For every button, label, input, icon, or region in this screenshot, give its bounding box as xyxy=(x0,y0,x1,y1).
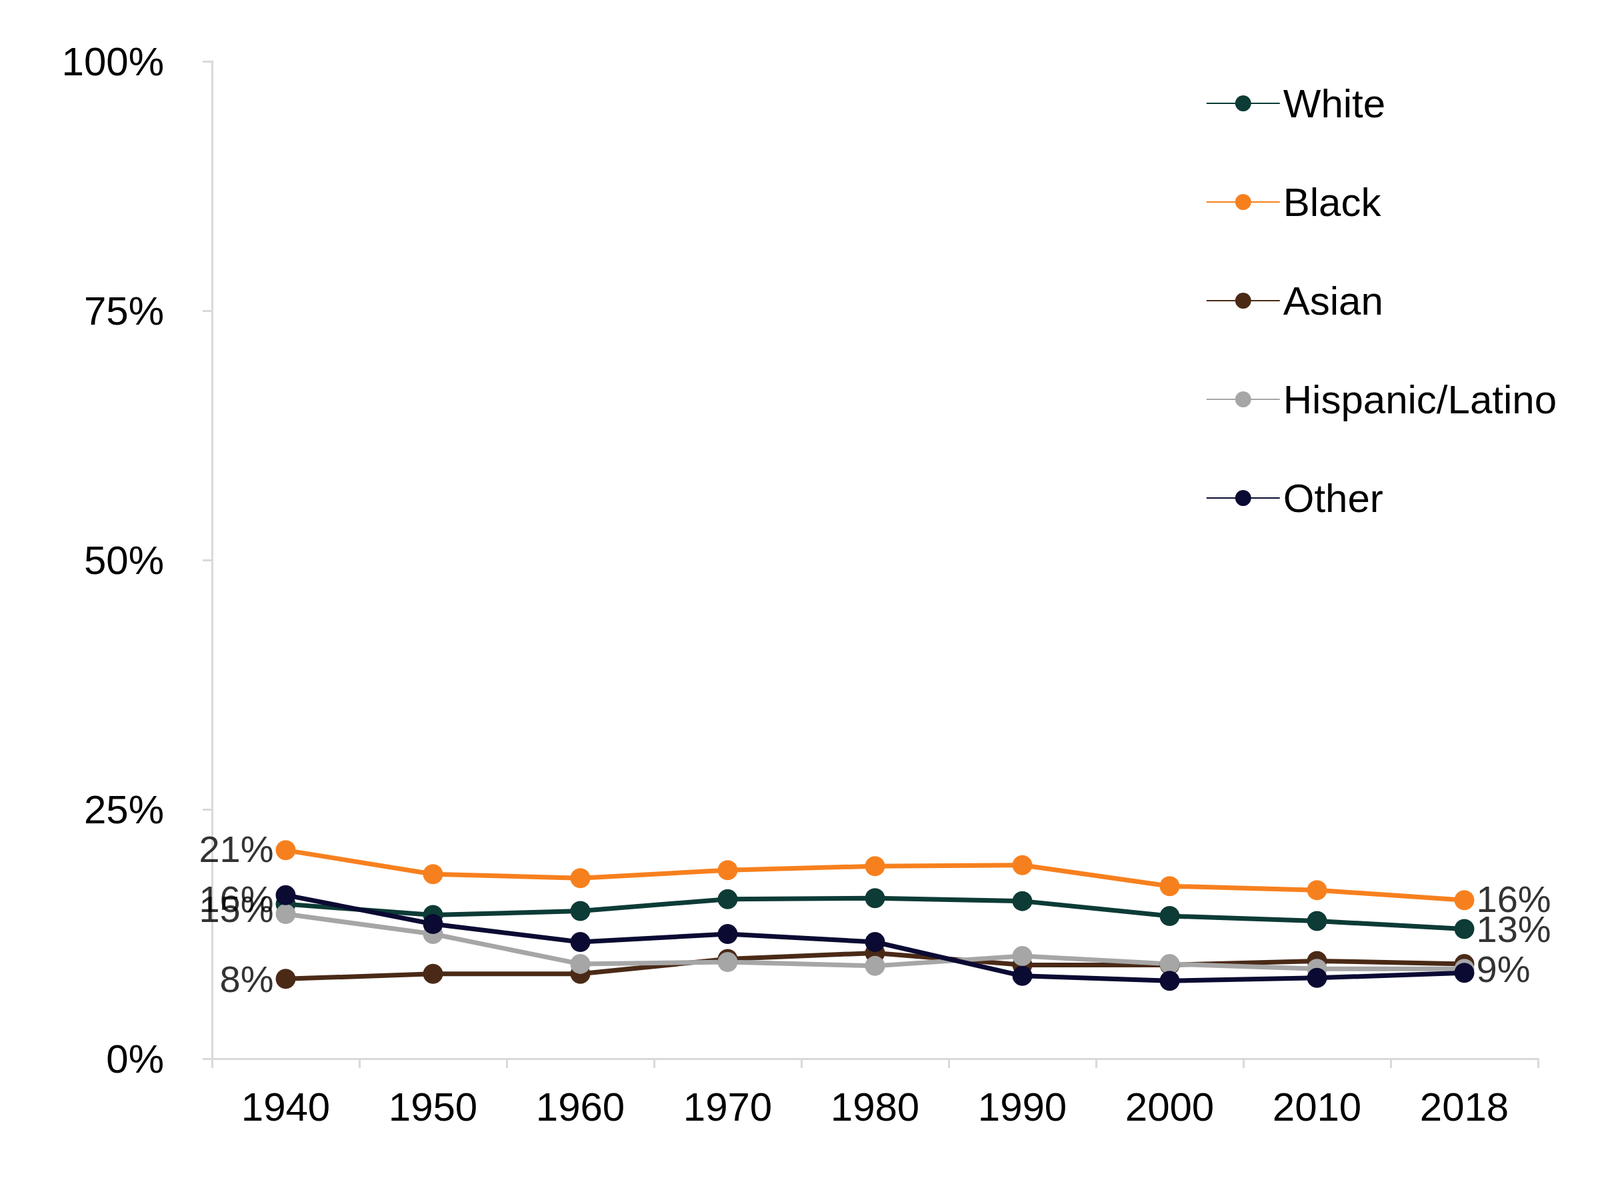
svg-text:13%: 13% xyxy=(1476,908,1552,950)
svg-text:8%: 8% xyxy=(220,958,274,1000)
svg-text:25%: 25% xyxy=(84,787,164,832)
svg-text:1990: 1990 xyxy=(978,1084,1067,1130)
svg-text:9%: 9% xyxy=(1476,948,1531,990)
svg-text:White: White xyxy=(1283,81,1386,126)
svg-text:2010: 2010 xyxy=(1272,1084,1362,1130)
svg-text:Black: Black xyxy=(1283,180,1382,225)
svg-text:Other: Other xyxy=(1283,476,1384,521)
svg-text:1970: 1970 xyxy=(683,1084,772,1130)
svg-text:15%: 15% xyxy=(198,888,274,930)
svg-text:75%: 75% xyxy=(84,288,164,334)
svg-text:21%: 21% xyxy=(198,828,274,870)
svg-text:Asian: Asian xyxy=(1283,278,1384,324)
svg-text:50%: 50% xyxy=(84,538,164,583)
svg-text:100%: 100% xyxy=(62,39,164,84)
svg-text:2000: 2000 xyxy=(1125,1084,1214,1130)
svg-text:16%: 16% xyxy=(1476,878,1552,921)
svg-text:1980: 1980 xyxy=(830,1084,920,1130)
svg-text:1950: 1950 xyxy=(388,1084,478,1130)
svg-text:Hispanic/Latino: Hispanic/Latino xyxy=(1283,377,1557,422)
svg-text:1940: 1940 xyxy=(241,1084,330,1130)
svg-text:2018: 2018 xyxy=(1420,1084,1509,1130)
svg-text:1960: 1960 xyxy=(536,1084,625,1130)
svg-text:0%: 0% xyxy=(106,1036,164,1082)
